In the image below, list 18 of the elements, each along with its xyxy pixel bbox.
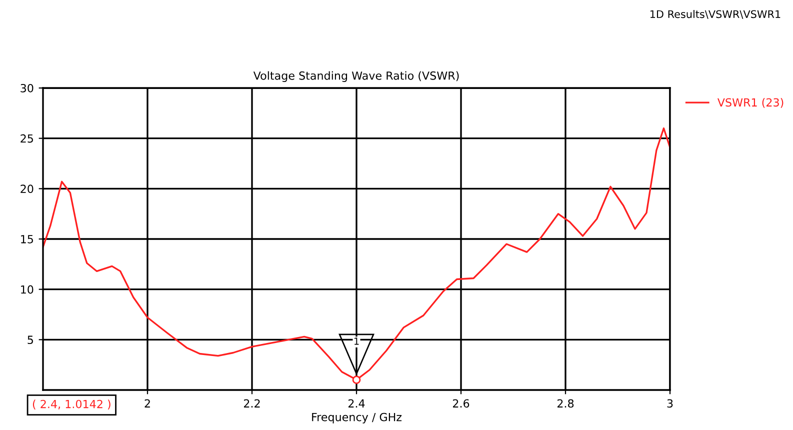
x-tick-label: 3 [667, 399, 673, 408]
legend-label: VSWR1 (23) [717, 98, 784, 108]
x-tick-label: 2 [144, 399, 150, 408]
y-tick-label: 15 [21, 235, 33, 244]
text: ( 2.4, 1.0142 ) [32, 400, 110, 410]
x-tick-label: 2.4 [348, 399, 365, 408]
annotation: 1 [354, 338, 359, 345]
y-tick-label: 5 [28, 336, 33, 344]
x-tick-label: 2.8 [557, 399, 574, 408]
y-tick-label: 25 [20, 134, 33, 143]
x-axis-title: Frequency / GHz [312, 412, 402, 424]
text: 1D Results\VSWR\VSWR1 [650, 10, 780, 19]
y-tick-label: 10 [21, 285, 34, 294]
chart-title: Voltage Standing Wave Ratio (VSWR) [253, 71, 459, 82]
x-tick-label: 2.6 [452, 399, 470, 408]
y-tick-label: 30 [20, 84, 34, 92]
y-tick-label: 20 [20, 184, 34, 194]
x-tick-label: 2.2 [244, 399, 260, 408]
